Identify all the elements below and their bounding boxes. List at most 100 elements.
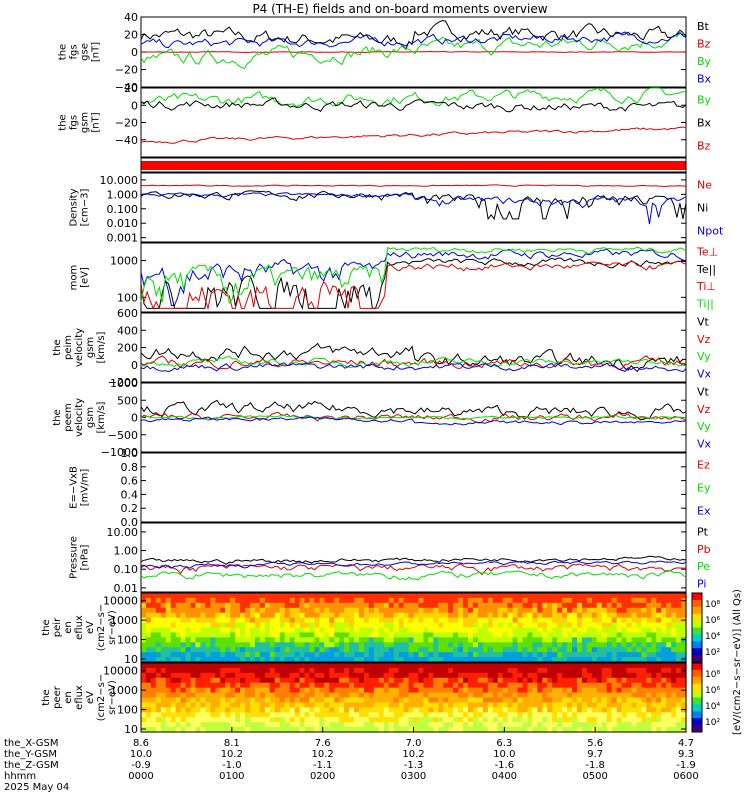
spectrogram-cell: [671, 652, 677, 658]
spectrogram-cell: [250, 637, 256, 643]
spectrogram-cell: [393, 617, 400, 624]
spectrogram-cell: [502, 607, 509, 614]
spectrogram-cell: [190, 692, 197, 699]
spectrogram-cell: [453, 617, 459, 624]
spectrogram-cell: [641, 593, 647, 599]
spectrogram-cell: [220, 727, 226, 733]
spectrogram-cell: [354, 612, 360, 619]
spectrogram-cell: [403, 602, 410, 609]
spectrogram-cell: [235, 657, 241, 663]
spectrogram-cell: [616, 642, 623, 648]
spectrogram-cell: [264, 692, 271, 699]
spectrogram-cell: [641, 692, 647, 699]
spectrogram-cell: [259, 672, 266, 679]
spectrogram-cell: [200, 627, 207, 634]
spectrogram-cell: [309, 627, 316, 634]
spectrogram-cell: [512, 672, 519, 679]
spectrogram-cell: [482, 642, 489, 648]
spectrogram-cell: [225, 702, 231, 708]
spectrogram-cell: [259, 627, 266, 634]
spectrogram-cell: [641, 632, 647, 638]
spectrogram-cell: [403, 593, 410, 599]
spectrogram-cell: [552, 637, 558, 643]
spectrogram-cell: [636, 647, 643, 653]
spectrogram-cell: [611, 657, 618, 663]
spectrogram-cell: [289, 597, 296, 604]
spectrogram-cell: [433, 697, 439, 704]
spectrogram-cell: [240, 647, 246, 653]
spectrogram-cell: [591, 692, 598, 699]
spectrogram-cell: [215, 593, 221, 599]
spectrogram-cell: [299, 622, 306, 629]
spectrogram-cell: [517, 652, 524, 658]
spectrogram-cell: [329, 687, 335, 694]
orbit-row-value: 10.2: [402, 749, 424, 760]
spectrogram-cell: [349, 597, 355, 604]
spectrogram-cell: [200, 687, 207, 694]
spectrogram-cell: [492, 702, 499, 708]
spectrogram-cell: [289, 593, 296, 599]
spectrogram-cell: [245, 687, 251, 694]
spectrogram-cell: [309, 667, 316, 674]
spectrogram-cell: [661, 642, 667, 648]
spectrogram-cell: [225, 657, 231, 663]
spectrogram-cell: [250, 593, 256, 599]
spectrogram-cell: [378, 602, 385, 609]
spectrogram-cell: [200, 593, 207, 599]
orbit-row-value: -1.9: [676, 760, 696, 771]
spectrogram-cell: [676, 727, 682, 733]
spectrogram-cell: [547, 593, 553, 599]
spectrogram-cell: [433, 647, 439, 653]
y-axis-label: the: [58, 44, 69, 60]
spectrogram-cell: [393, 593, 400, 599]
spectrogram-cell: [552, 702, 558, 708]
spectrogram-cell: [309, 727, 316, 733]
spectrogram-cell: [413, 707, 420, 713]
spectrogram-cell: [453, 712, 459, 718]
spectrogram-cell: [448, 642, 454, 648]
spectrogram-cell: [651, 712, 657, 718]
spectrogram-cell: [378, 597, 385, 604]
spectrogram-cell: [666, 667, 672, 674]
spectrogram-cell: [195, 637, 202, 643]
spectrogram-cell: [220, 632, 226, 638]
spectrogram-cell: [210, 672, 216, 679]
spectrogram-cell: [458, 712, 464, 718]
spectrogram-cell: [542, 672, 548, 679]
spectrogram-cell: [195, 642, 202, 648]
spectrogram-cell: [507, 722, 514, 728]
spectrogram-cell: [423, 682, 429, 689]
spectrogram-cell: [170, 602, 177, 609]
spectrogram-cell: [339, 622, 345, 629]
spectrogram-cell: [299, 627, 306, 634]
spectrogram-cell: [507, 637, 514, 643]
spectrogram-cell: [443, 677, 449, 684]
spectrogram-cell: [487, 717, 494, 723]
spectrogram-cell: [562, 687, 568, 694]
colorbar-swatch: [692, 676, 702, 685]
spectrogram-cell: [264, 632, 271, 638]
spectrogram-cell: [458, 727, 464, 733]
spectrogram-cell: [354, 697, 360, 704]
spectrogram-cell: [636, 607, 643, 614]
spectrogram-cell: [359, 677, 365, 684]
spectrogram-cell: [245, 722, 251, 728]
spectrogram-cell: [388, 652, 395, 658]
spectrogram-cell: [205, 617, 211, 624]
legend-entry: Ne: [697, 179, 712, 192]
spectrogram-cell: [150, 622, 157, 629]
spectrogram-cell: [235, 702, 241, 708]
spectrogram-cell: [681, 702, 687, 708]
spectrogram-cell: [269, 702, 276, 708]
spectrogram-cell: [264, 663, 271, 669]
spectrogram-cell: [190, 632, 197, 638]
spectrogram-cell: [453, 622, 459, 629]
spectrogram-cell: [240, 593, 246, 599]
spectrogram-cell: [482, 727, 489, 733]
spectrogram-cell: [215, 687, 221, 694]
spectrogram-cell: [259, 652, 266, 658]
spectrogram-cell: [562, 697, 568, 704]
spectrogram-cell: [334, 597, 340, 604]
spectrogram-cell: [606, 637, 613, 643]
spectrogram-cell: [254, 627, 261, 634]
